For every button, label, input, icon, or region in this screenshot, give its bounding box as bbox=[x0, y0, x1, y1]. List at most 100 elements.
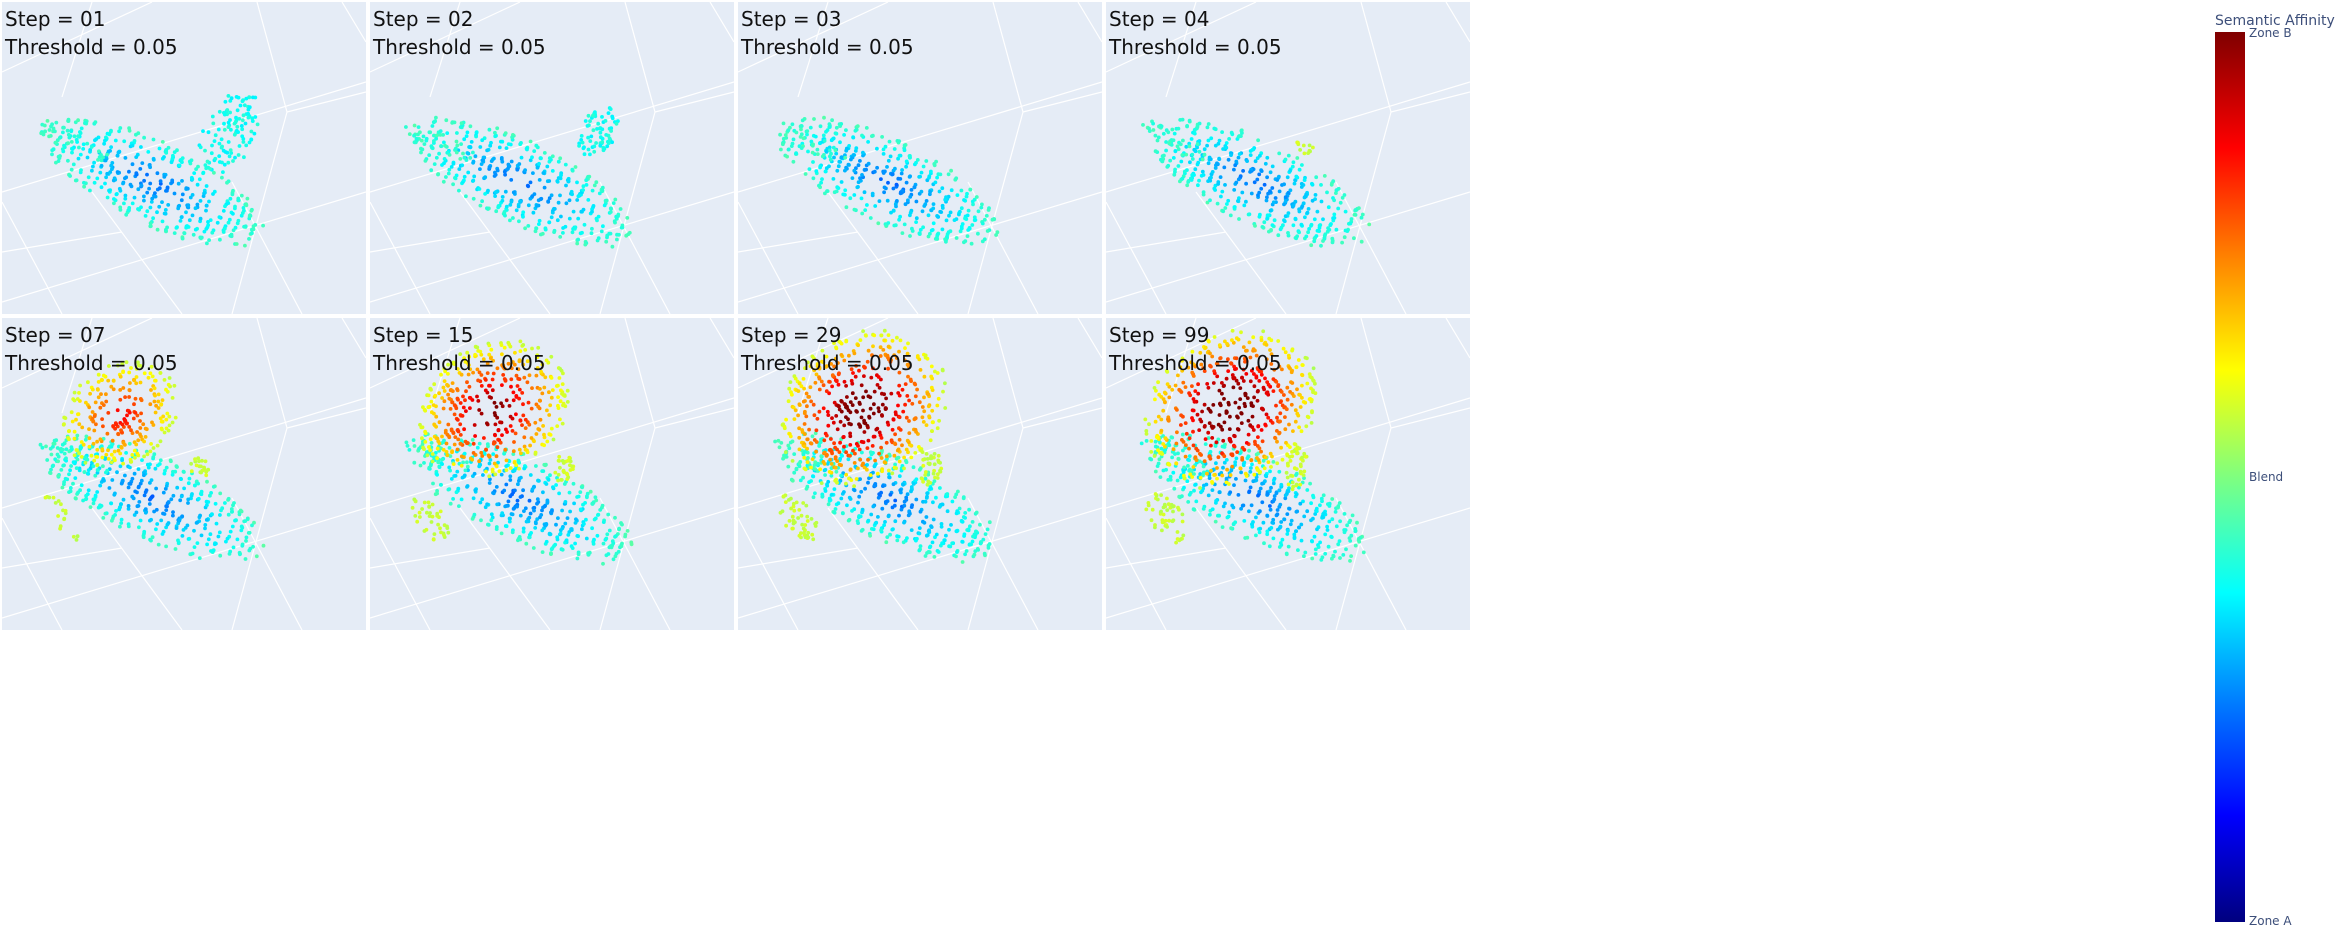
data-point bbox=[148, 449, 153, 454]
data-point bbox=[911, 482, 916, 486]
data-point bbox=[592, 144, 597, 149]
data-point bbox=[203, 526, 207, 531]
data-point bbox=[530, 155, 534, 160]
data-point bbox=[189, 469, 194, 474]
data-point bbox=[1248, 170, 1252, 174]
data-point bbox=[471, 496, 476, 501]
data-point bbox=[848, 468, 853, 472]
data-point bbox=[102, 158, 107, 163]
data-point bbox=[418, 130, 422, 135]
data-point bbox=[469, 140, 474, 144]
data-point bbox=[126, 485, 131, 490]
data-point bbox=[508, 466, 513, 470]
gridline bbox=[231, 427, 288, 630]
data-point bbox=[824, 433, 829, 438]
data-point bbox=[792, 452, 797, 456]
data-point bbox=[1250, 462, 1254, 467]
data-point bbox=[214, 541, 218, 546]
data-point bbox=[609, 129, 613, 133]
scatter-3d-plot[interactable] bbox=[738, 2, 1102, 314]
data-point bbox=[114, 509, 118, 513]
data-point bbox=[822, 115, 826, 120]
data-point bbox=[508, 414, 513, 419]
data-point bbox=[459, 372, 464, 377]
scatter-3d-plot[interactable] bbox=[2, 318, 366, 630]
scatter-3d-plot[interactable] bbox=[1106, 318, 1470, 630]
data-point bbox=[101, 373, 106, 378]
data-point bbox=[494, 485, 499, 489]
data-point bbox=[93, 473, 98, 478]
data-point bbox=[95, 447, 100, 452]
data-point bbox=[74, 417, 78, 422]
panel-step-15[interactable]: Step = 15 Threshold = 0.05 bbox=[370, 318, 734, 630]
data-point bbox=[917, 548, 922, 553]
scatter-3d-plot[interactable] bbox=[1106, 2, 1470, 314]
data-point bbox=[83, 460, 88, 465]
data-point bbox=[92, 180, 97, 185]
panel-step-04[interactable]: Step = 04 Threshold = 0.05 bbox=[1106, 2, 1470, 314]
data-point bbox=[554, 522, 558, 527]
data-point bbox=[177, 203, 182, 208]
panel-step-29[interactable]: Step = 29 Threshold = 0.05 bbox=[738, 318, 1102, 630]
panel-step-99[interactable]: Step = 99 Threshold = 0.05 bbox=[1106, 318, 1470, 630]
scatter-3d-plot[interactable] bbox=[370, 318, 734, 630]
panel-step-03[interactable]: Step = 03 Threshold = 0.05 bbox=[738, 2, 1102, 314]
data-point bbox=[852, 193, 857, 197]
data-point bbox=[133, 410, 138, 415]
panel-step-02[interactable]: Step = 02 Threshold = 0.05 bbox=[370, 2, 734, 314]
data-point bbox=[141, 422, 146, 427]
data-point bbox=[517, 447, 522, 452]
data-point bbox=[854, 364, 858, 368]
data-point bbox=[229, 151, 234, 155]
data-point bbox=[528, 139, 533, 144]
data-point bbox=[506, 361, 511, 366]
data-point bbox=[493, 472, 498, 477]
data-point bbox=[571, 481, 576, 486]
data-point bbox=[922, 520, 927, 525]
data-point bbox=[790, 514, 795, 519]
data-point bbox=[506, 162, 511, 167]
data-point bbox=[801, 501, 806, 505]
data-point bbox=[218, 553, 223, 558]
data-point bbox=[171, 513, 175, 518]
data-point bbox=[923, 353, 928, 358]
panel-step-01[interactable]: Step = 01 Threshold = 0.05 bbox=[2, 2, 366, 314]
data-point bbox=[794, 500, 799, 505]
data-point bbox=[419, 150, 423, 155]
data-point bbox=[1192, 488, 1196, 493]
data-point bbox=[185, 224, 190, 228]
data-point bbox=[179, 198, 184, 203]
data-point bbox=[236, 198, 241, 203]
data-point bbox=[442, 389, 447, 393]
data-point bbox=[1297, 207, 1301, 212]
data-point bbox=[483, 378, 488, 382]
data-point bbox=[886, 366, 890, 371]
data-point bbox=[613, 534, 617, 539]
data-point bbox=[203, 523, 208, 527]
data-point bbox=[818, 467, 823, 472]
data-point bbox=[883, 169, 887, 174]
panel-step-07[interactable]: Step = 07 Threshold = 0.05 bbox=[2, 318, 366, 630]
data-point bbox=[1292, 532, 1297, 537]
data-point bbox=[527, 373, 532, 378]
gridline bbox=[599, 181, 671, 314]
data-point bbox=[844, 339, 849, 344]
data-point bbox=[984, 213, 989, 218]
data-point bbox=[835, 427, 840, 432]
data-point bbox=[157, 146, 162, 151]
data-point bbox=[475, 445, 480, 450]
data-point bbox=[70, 150, 74, 155]
data-point bbox=[788, 434, 793, 439]
scatter-3d-plot[interactable] bbox=[2, 2, 366, 314]
data-point bbox=[500, 352, 504, 357]
data-point bbox=[197, 459, 201, 464]
scatter-3d-plot[interactable] bbox=[738, 318, 1102, 630]
data-point bbox=[868, 395, 873, 400]
data-point bbox=[450, 381, 455, 385]
scatter-3d-plot[interactable] bbox=[370, 2, 734, 314]
data-point bbox=[69, 129, 74, 134]
data-point bbox=[528, 180, 533, 185]
data-point bbox=[1164, 140, 1168, 144]
data-point bbox=[103, 181, 107, 186]
gridline bbox=[738, 397, 1102, 509]
